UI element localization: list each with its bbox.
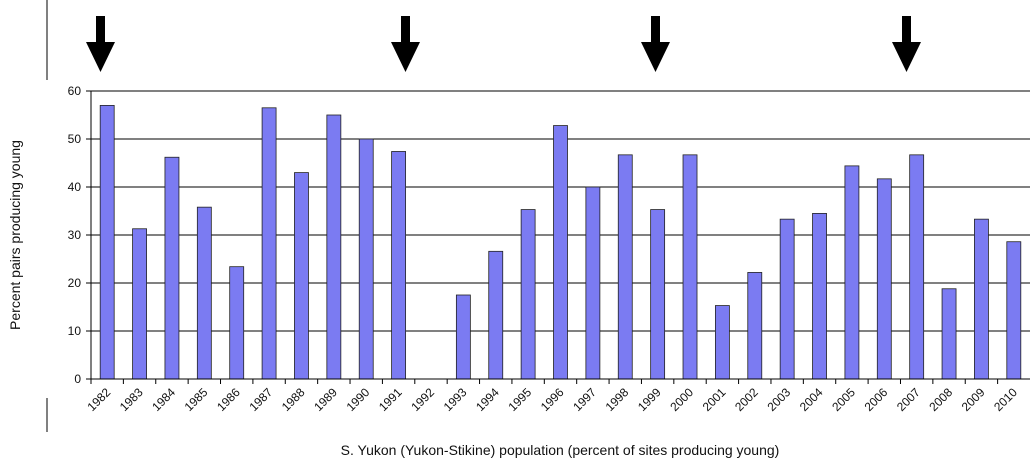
bar bbox=[164, 156, 180, 380]
bar bbox=[617, 154, 633, 380]
x-tick-label: 1997 bbox=[570, 385, 599, 414]
bar bbox=[779, 218, 795, 380]
x-tick-label: 1992 bbox=[408, 385, 437, 414]
y-axis-label: Percent pairs producing young bbox=[7, 140, 23, 330]
x-tick-label: 2000 bbox=[667, 385, 696, 414]
x-tick-label: 2007 bbox=[894, 385, 923, 414]
y-tick-label: 30 bbox=[68, 228, 82, 242]
bar bbox=[196, 206, 212, 380]
y-tick-label: 50 bbox=[68, 132, 82, 146]
bar bbox=[909, 154, 925, 380]
x-tick-label: 1986 bbox=[214, 385, 243, 414]
bar bbox=[941, 288, 957, 380]
x-tick-label: 2002 bbox=[732, 385, 761, 414]
bar bbox=[261, 107, 277, 380]
bar bbox=[488, 250, 504, 380]
x-tick-label: 2006 bbox=[862, 385, 891, 414]
bar bbox=[650, 209, 666, 380]
bar bbox=[747, 272, 763, 380]
x-tick-label: 2010 bbox=[991, 385, 1020, 414]
x-tick-label: 1985 bbox=[182, 385, 211, 414]
x-tick-label: 1989 bbox=[311, 385, 340, 414]
arrow bbox=[391, 16, 420, 72]
y-tick-label: 0 bbox=[74, 372, 81, 386]
arrows bbox=[86, 16, 921, 72]
x-tick-label: 2005 bbox=[829, 385, 858, 414]
bar bbox=[358, 138, 374, 380]
x-tick-label: 1984 bbox=[149, 385, 178, 414]
x-tick-label: 1991 bbox=[376, 385, 405, 414]
x-tick-label: 2001 bbox=[700, 385, 729, 414]
bar bbox=[99, 105, 115, 380]
bar bbox=[844, 165, 860, 380]
bar bbox=[391, 151, 407, 380]
x-tick-label: 1988 bbox=[279, 385, 308, 414]
bar bbox=[1006, 241, 1022, 380]
bar bbox=[876, 178, 892, 380]
x-tick-label: 1996 bbox=[538, 385, 567, 414]
bar bbox=[520, 209, 536, 380]
y-tick-label: 10 bbox=[68, 324, 82, 338]
x-tick-label: 1999 bbox=[635, 385, 664, 414]
x-tick-label: 1990 bbox=[344, 385, 373, 414]
y-tick-label: 40 bbox=[68, 180, 82, 194]
bar bbox=[974, 218, 989, 380]
x-axis-label: S. Yukon (Yukon-Stikine) population (per… bbox=[341, 442, 780, 458]
y-tick-label: 60 bbox=[68, 84, 82, 98]
x-tick-label: 1987 bbox=[246, 385, 275, 414]
bar bbox=[714, 305, 730, 380]
bar bbox=[132, 228, 147, 380]
x-tick-label: 1998 bbox=[603, 385, 632, 414]
x-tick-label: 1982 bbox=[85, 385, 114, 414]
x-tick-label: 1995 bbox=[505, 385, 534, 414]
bar bbox=[455, 294, 471, 380]
bar bbox=[682, 154, 698, 380]
x-tick-label: 1993 bbox=[441, 385, 470, 414]
x-tick-label: 1994 bbox=[473, 385, 502, 414]
bar bbox=[553, 125, 568, 380]
bar bbox=[294, 172, 309, 380]
x-tick-label: 2004 bbox=[797, 385, 826, 414]
x-tick-label: 2008 bbox=[926, 385, 955, 414]
arrow bbox=[641, 16, 670, 72]
arrow bbox=[892, 16, 921, 72]
bar bbox=[585, 186, 601, 380]
arrow bbox=[86, 16, 115, 72]
x-tick-label: 2003 bbox=[764, 385, 793, 414]
x-tick-label: 1983 bbox=[117, 385, 146, 414]
y-tick-label: 20 bbox=[68, 276, 82, 290]
bar bbox=[326, 114, 342, 380]
bar bbox=[229, 266, 245, 380]
x-tick-label: 2009 bbox=[959, 385, 988, 414]
bar bbox=[812, 212, 827, 380]
